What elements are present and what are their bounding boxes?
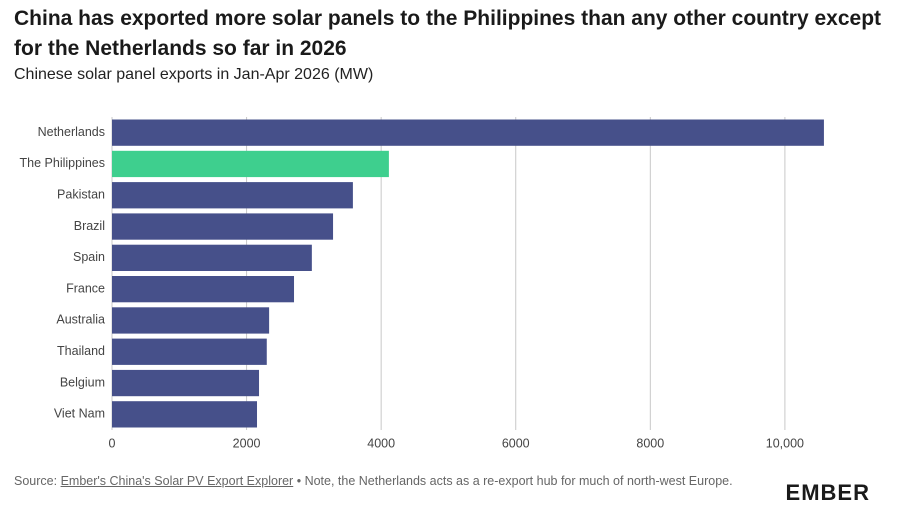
y-tick-label: Brazil [74,219,105,233]
source-link[interactable]: Ember's China's Solar PV Export Explorer [60,474,294,488]
bar [112,150,389,178]
x-tick-label: 0 [109,436,116,450]
chart-subtitle: Chinese solar panel exports in Jan-Apr 2… [14,66,374,83]
x-tick-label: 4000 [367,436,395,450]
y-tick-label: Viet Nam [54,407,105,421]
y-tick-label: The Philippines [20,156,105,170]
y-tick-label: France [66,281,105,295]
source: Source: Ember's China's Solar PV Export … [14,472,734,490]
bar [112,213,334,240]
y-tick-label: Thailand [57,344,105,358]
chart-title: China has exported more solar panels to … [14,7,882,60]
y-tick-label: Australia [56,313,105,327]
x-tick-label: 2000 [233,436,261,450]
source-prefix: Source: [14,474,58,488]
logo: EMBER [785,480,870,505]
bar [112,401,258,428]
y-tick-label: Netherlands [38,125,105,139]
source-note: • Note, the Netherlands acts as a re-exp… [296,474,733,488]
bar [112,276,295,303]
bar [112,338,267,365]
bar [112,369,260,397]
y-tick-label: Spain [73,250,105,264]
x-tick-label: 8000 [636,436,664,450]
x-tick-label: 10,000 [766,436,804,450]
bar [112,307,270,334]
x-tick-label: 6000 [502,436,530,450]
bar [112,119,824,146]
bar [112,182,353,209]
y-tick-label: Pakistan [57,188,105,202]
y-tick-label: Belgium [60,375,105,389]
bar [112,244,312,271]
